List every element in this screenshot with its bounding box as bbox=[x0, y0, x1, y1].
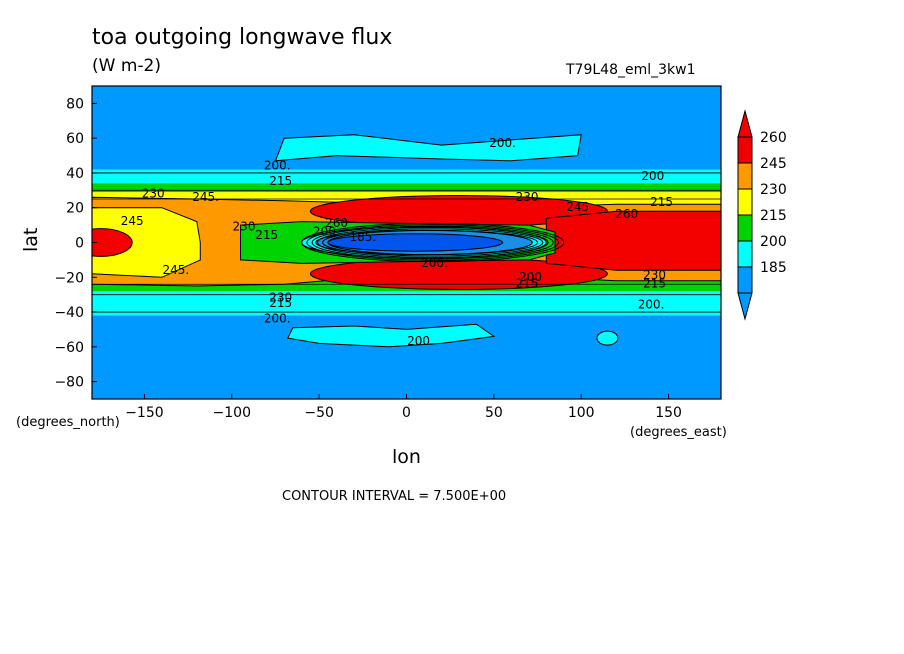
chart-title: toa outgoing longwave flux bbox=[92, 25, 393, 50]
contour-line bbox=[327, 229, 539, 256]
colorbar-segment bbox=[737, 266, 753, 294]
x-tick-label: −50 bbox=[304, 405, 334, 421]
contour-label: 215 bbox=[255, 228, 278, 242]
y-tick-label: −20 bbox=[54, 270, 84, 286]
colorbar-segment bbox=[737, 240, 753, 268]
contour-label: 215 bbox=[269, 174, 292, 188]
contour-line bbox=[301, 222, 565, 263]
contour-label: 230 bbox=[233, 219, 256, 233]
y-tick-label: 20 bbox=[66, 201, 84, 217]
colorbar-label: 245 bbox=[760, 156, 787, 172]
y-axis-units: (degrees_north) bbox=[16, 415, 120, 430]
x-tick-label: −100 bbox=[213, 405, 251, 421]
contour-label: 215 bbox=[269, 296, 292, 310]
contour-label: 215 bbox=[516, 277, 539, 291]
x-axis-title: lon bbox=[392, 446, 421, 468]
colorbar-segment bbox=[737, 188, 753, 216]
colorbar: 260 245 230 215 200 185 bbox=[737, 109, 787, 321]
x-tick-label: 50 bbox=[485, 405, 503, 421]
x-tick-label: 100 bbox=[568, 405, 595, 421]
contour-label: 230 bbox=[516, 190, 539, 204]
y-tick-label: −60 bbox=[54, 340, 84, 356]
field-260-west bbox=[92, 228, 133, 257]
contour-label: 215 bbox=[650, 195, 673, 209]
colorbar-label: 215 bbox=[760, 208, 787, 224]
run-id: T79L48_eml_3kw1 bbox=[566, 62, 696, 78]
contour-line bbox=[316, 227, 549, 258]
colorbar-segment bbox=[737, 214, 753, 242]
contour-label: 230 bbox=[269, 291, 292, 305]
y-tick-label: −80 bbox=[54, 375, 84, 391]
y-tick-label: 60 bbox=[66, 131, 84, 147]
contour-label: 260 bbox=[615, 207, 638, 221]
contour-label: 200 bbox=[519, 270, 542, 284]
colorbar-label: 200 bbox=[760, 234, 787, 250]
contour-label: 245 bbox=[566, 200, 589, 214]
contour-label: 200. bbox=[489, 136, 516, 150]
filled-contours bbox=[92, 86, 721, 399]
field-patch-north bbox=[274, 134, 582, 162]
colorbar-label: 260 bbox=[760, 130, 787, 146]
colorbar-label: 185 bbox=[760, 260, 787, 276]
colorbar-under-arrow bbox=[737, 292, 753, 321]
x-tick-label: 0 bbox=[402, 405, 411, 421]
contour-label: 200. bbox=[264, 158, 291, 172]
field-260-east bbox=[545, 210, 721, 271]
contour-label: 200. bbox=[638, 298, 665, 312]
y-axis: 80 60 40 20 0 −20 −40 −60 −80 bbox=[54, 96, 97, 391]
contour-label: 230 bbox=[142, 186, 165, 200]
y-tick-label: −40 bbox=[54, 305, 84, 321]
chart-units: (W m-2) bbox=[92, 56, 161, 76]
y-tick-label: 40 bbox=[66, 166, 84, 182]
colorbar-over-arrow bbox=[737, 109, 753, 138]
field-patch-south bbox=[286, 323, 496, 348]
contour-label: 245. bbox=[163, 263, 190, 277]
x-tick-label: 150 bbox=[655, 405, 682, 421]
contour-label: 200. bbox=[407, 334, 434, 348]
contour-label: 200 bbox=[641, 169, 664, 183]
colorbar-label: 230 bbox=[760, 182, 787, 198]
contour-label: 245. bbox=[192, 190, 219, 204]
y-tick-label: 80 bbox=[66, 96, 84, 112]
contour-label: 245 bbox=[121, 214, 144, 228]
contour-line bbox=[306, 224, 560, 261]
contour-interval-note: CONTOUR INTERVAL = 7.500E+00 bbox=[282, 489, 507, 504]
colorbar-segment bbox=[737, 136, 753, 164]
x-axis-units: (degrees_east) bbox=[630, 425, 727, 440]
y-tick-label: 0 bbox=[75, 236, 84, 252]
field-band-200-south bbox=[92, 291, 721, 316]
x-axis: −150 −100 −50 0 50 100 150 bbox=[125, 394, 682, 421]
contour-line bbox=[311, 225, 554, 260]
contour-label: 185. bbox=[349, 230, 376, 244]
contour-line bbox=[322, 228, 544, 257]
contour-label: 200. bbox=[421, 256, 448, 270]
field-patch-south-east bbox=[596, 330, 619, 346]
contour-label: 200 bbox=[313, 225, 336, 239]
contour-label: 230 bbox=[643, 268, 666, 282]
contour-label: 215 bbox=[643, 277, 666, 291]
contour-label: 200. bbox=[264, 312, 291, 326]
colorbar-segment bbox=[737, 162, 753, 190]
field-230-west bbox=[92, 207, 201, 278]
y-axis-title: lat bbox=[20, 227, 42, 252]
contour-label: 260 bbox=[325, 216, 348, 230]
x-tick-label: −150 bbox=[125, 405, 163, 421]
